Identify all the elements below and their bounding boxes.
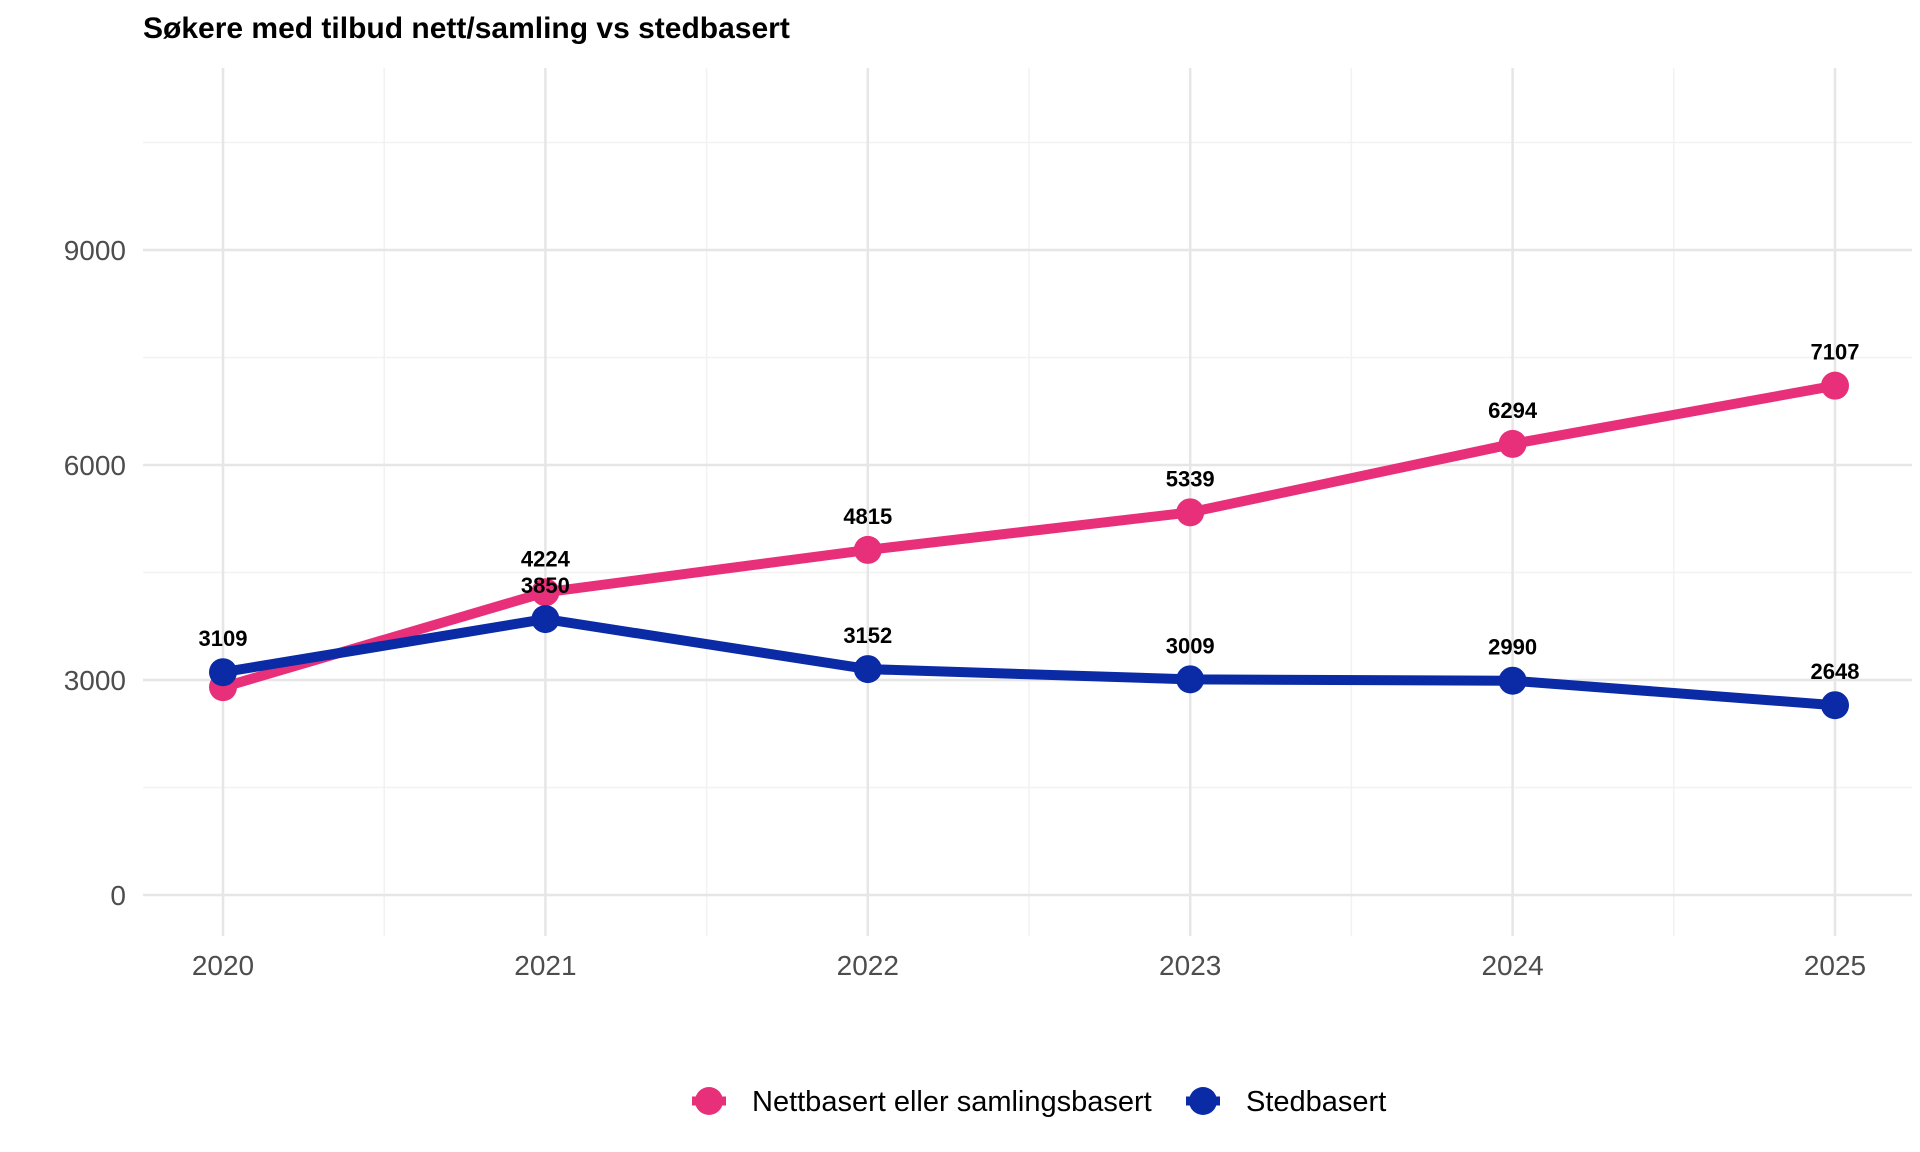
data-labels: 4224 4815 5339 6294 7107 3109 3850 3152 3009 2990… <box>199 340 1860 685</box>
data-label: 2648 <box>1811 659 1860 684</box>
data-label: 3850 <box>521 573 570 598</box>
data-point <box>1498 429 1527 458</box>
data-point <box>1498 666 1527 695</box>
x-tick-label: 2025 <box>1804 950 1866 981</box>
x-tick-label: 2024 <box>1481 950 1543 981</box>
data-point <box>1821 371 1849 400</box>
data-label: 6294 <box>1488 398 1538 423</box>
data-point <box>209 658 237 687</box>
legend-item[interactable]: Stedbasert <box>1186 1086 1386 1118</box>
data-label: 5339 <box>1166 466 1215 491</box>
data-label: 3152 <box>843 623 892 648</box>
x-tick-label: 2023 <box>1159 950 1221 981</box>
x-tick-label: 2020 <box>192 950 254 981</box>
x-tick-label: 2022 <box>837 950 899 981</box>
data-label: 4224 <box>521 546 571 571</box>
data-label: 7107 <box>1811 340 1860 365</box>
data-label: 3109 <box>199 626 248 651</box>
data-point <box>853 535 882 564</box>
data-point <box>1176 498 1205 527</box>
data-point <box>531 605 560 634</box>
chart-title: Søkere med tilbud nett/samling vs stedba… <box>143 12 790 45</box>
axis-labels: 0 3000 6000 9000 2020 2021 2022 2023 2024 2025 <box>64 235 1866 981</box>
data-label: 3009 <box>1166 633 1215 658</box>
x-tick-label: 2021 <box>514 950 576 981</box>
series-layer <box>209 371 1849 720</box>
legend-item[interactable]: Nettbasert eller samlingsbasert <box>692 1086 1152 1118</box>
data-point <box>531 578 560 607</box>
legend-key-point <box>1189 1087 1217 1115</box>
legend-label: Nettbasert eller samlingsbasert <box>752 1086 1152 1118</box>
series-line-2 <box>218 614 1840 711</box>
data-point <box>1176 665 1205 694</box>
series-line-1 <box>218 380 1840 693</box>
legend-key-point <box>695 1087 723 1115</box>
legend: Nettbasert eller samlingsbasert Stedbaser… <box>692 1086 1386 1118</box>
data-label: 4815 <box>843 504 892 529</box>
data-label: 2990 <box>1488 635 1537 660</box>
y-tick-label: 9000 <box>64 235 126 266</box>
data-point <box>853 655 882 684</box>
legend-label: Stedbasert <box>1246 1086 1386 1118</box>
y-tick-label: 6000 <box>64 450 126 481</box>
y-tick-label: 0 <box>110 880 126 911</box>
y-tick-label: 3000 <box>64 665 126 696</box>
data-point <box>1821 691 1849 720</box>
grid-layer <box>143 68 1912 936</box>
